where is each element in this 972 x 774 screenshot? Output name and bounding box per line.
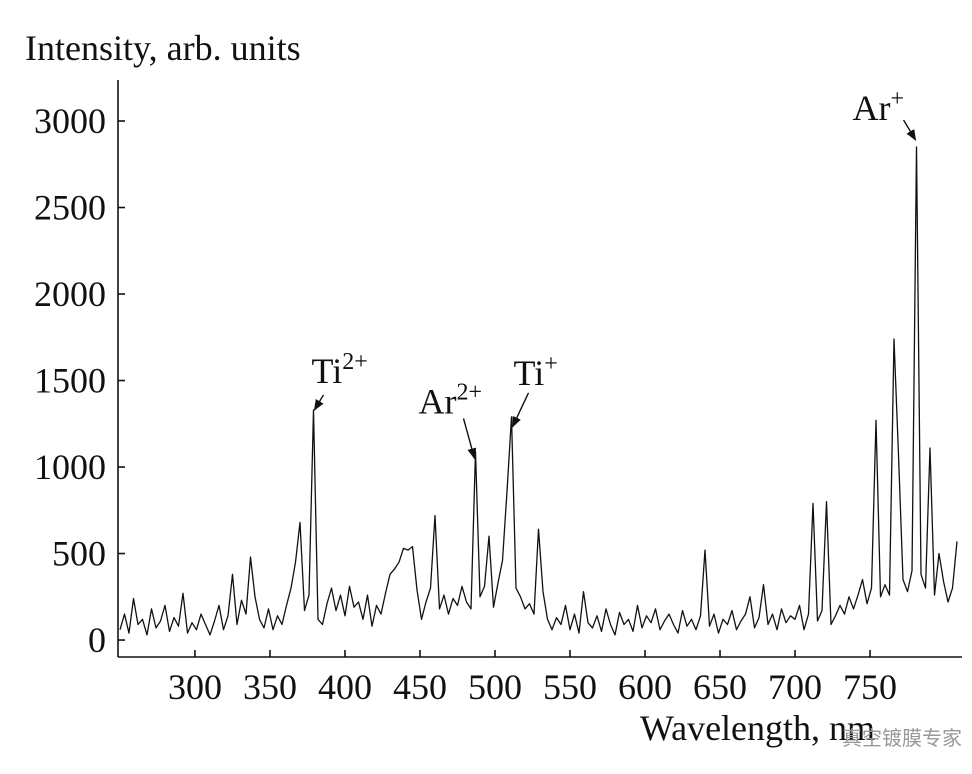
x-tick-label: 300 [168, 667, 222, 707]
annotation: Ti+ [513, 351, 557, 393]
annotation-sup: + [544, 351, 558, 377]
annotation-arrow [511, 392, 530, 428]
annotation-arrow [462, 418, 477, 460]
x-tick-label: 700 [768, 667, 822, 707]
annotation-sup: + [891, 86, 905, 112]
annotation-text: Ar [853, 88, 891, 128]
x-tick-label: 750 [843, 667, 897, 707]
annotation: Ar2+ [418, 379, 482, 421]
x-tick-label: 450 [393, 667, 447, 707]
y-tick-label: 2000 [34, 274, 106, 314]
x-tick-label: 550 [543, 667, 597, 707]
x-axis-title: Wavelength, nm [640, 708, 875, 748]
y-tick-label: 1000 [34, 447, 106, 487]
annotation: Ar+ [853, 86, 905, 128]
annotation-arrow [313, 394, 325, 411]
x-tick-label: 600 [618, 667, 672, 707]
annotation-sup: 2+ [342, 349, 368, 375]
y-tick-label: 1500 [34, 361, 106, 401]
y-tick-label: 500 [52, 534, 106, 574]
y-tick-label: 3000 [34, 101, 106, 141]
y-tick-label: 0 [88, 620, 106, 660]
y-axis-title: Intensity, arb. units [25, 28, 301, 68]
annotation-text: Ar [418, 381, 456, 421]
x-tick-label: 650 [693, 667, 747, 707]
spectrum-line [119, 146, 958, 636]
x-tick-label: 350 [243, 667, 297, 707]
annotation: Ti2+ [311, 349, 367, 391]
x-tick-label: 400 [318, 667, 372, 707]
annotation-arrow [902, 119, 917, 141]
annotation-text: Ti [513, 353, 544, 393]
x-tick-label: 500 [468, 667, 522, 707]
watermark: 真空镀膜专家 [842, 726, 962, 750]
annotation-sup: 2+ [456, 379, 482, 405]
y-tick-label: 2500 [34, 188, 106, 228]
annotation-text: Ti [311, 351, 342, 391]
